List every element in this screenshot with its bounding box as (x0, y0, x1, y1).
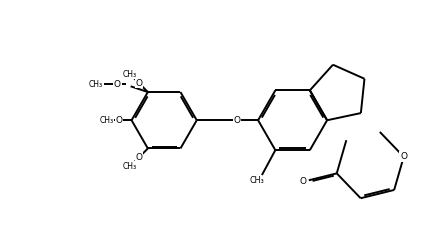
Text: CH₃: CH₃ (123, 70, 137, 79)
Text: O: O (300, 177, 307, 186)
Text: O: O (116, 116, 122, 125)
Text: O: O (400, 152, 407, 161)
Text: O: O (234, 116, 241, 125)
Text: CH₃: CH₃ (123, 162, 137, 171)
Text: O: O (135, 79, 143, 88)
Text: CH₃: CH₃ (250, 176, 265, 185)
Text: O: O (114, 80, 121, 89)
Text: CH₃: CH₃ (89, 80, 103, 89)
Text: O: O (135, 153, 143, 162)
Text: CH₃: CH₃ (99, 116, 113, 125)
